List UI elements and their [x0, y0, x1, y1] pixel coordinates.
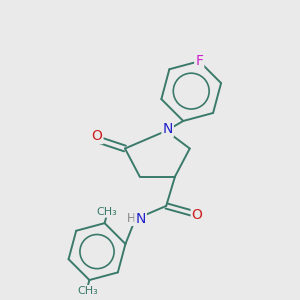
Text: H: H — [127, 212, 135, 225]
Text: N: N — [135, 212, 146, 226]
Text: F: F — [195, 54, 203, 68]
Text: O: O — [92, 129, 102, 143]
Text: O: O — [192, 208, 203, 222]
Text: CH₃: CH₃ — [97, 207, 117, 217]
Text: N: N — [163, 122, 173, 136]
Text: CH₃: CH₃ — [78, 286, 98, 296]
